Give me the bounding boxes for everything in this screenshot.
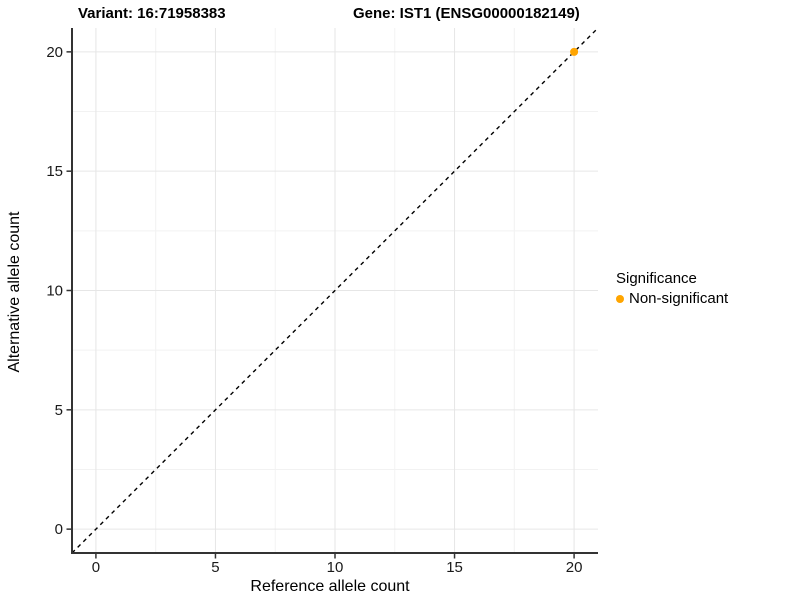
plot-title-gene: Gene: IST1 (ENSG00000182149) xyxy=(353,5,580,22)
legend-item-non-significant: Non-significant xyxy=(616,290,728,307)
x-tick-label: 20 xyxy=(566,559,583,576)
legend-item-label: Non-significant xyxy=(629,290,729,307)
data-point-non-significant xyxy=(570,47,579,56)
identity-dashed-line xyxy=(71,27,599,554)
y-axis-title: Alternative allele count xyxy=(6,211,23,373)
plot-title-variant: Variant: 16:71958383 xyxy=(78,5,226,22)
y-tick-label: 20 xyxy=(46,44,63,61)
x-tick-label: 15 xyxy=(446,559,463,576)
legend-point-icon xyxy=(616,294,624,303)
y-tick-label: 0 xyxy=(55,521,63,538)
y-tick-label: 10 xyxy=(46,283,63,300)
y-tick-label: 15 xyxy=(46,163,63,180)
legend: Significance Non-significant xyxy=(616,270,728,307)
x-tick-label: 10 xyxy=(327,559,344,576)
x-tick-label: 0 xyxy=(92,559,100,576)
legend-title: Significance xyxy=(616,270,697,287)
y-tick-label: 5 xyxy=(55,402,63,419)
x-tick-label: 5 xyxy=(211,559,219,576)
x-axis-title: Reference allele count xyxy=(250,578,410,595)
